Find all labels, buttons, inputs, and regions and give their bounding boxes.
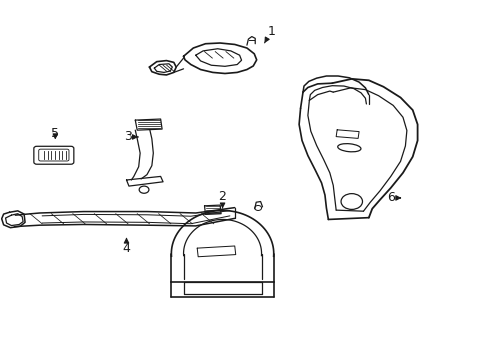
- FancyBboxPatch shape: [39, 149, 69, 161]
- Text: 5: 5: [51, 127, 59, 140]
- Text: 4: 4: [122, 238, 130, 255]
- Text: 3: 3: [124, 130, 138, 144]
- Text: 1: 1: [264, 25, 275, 43]
- Text: 6: 6: [386, 192, 400, 204]
- FancyBboxPatch shape: [34, 146, 74, 164]
- Text: 2: 2: [218, 190, 226, 208]
